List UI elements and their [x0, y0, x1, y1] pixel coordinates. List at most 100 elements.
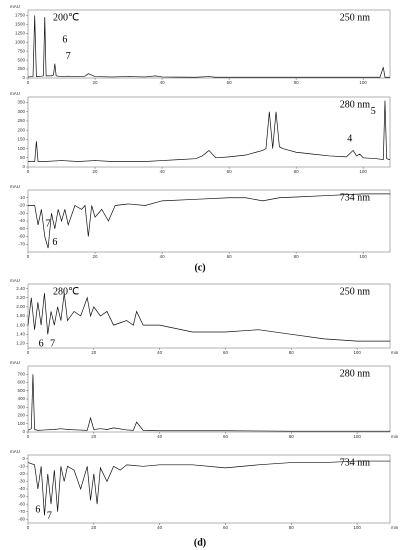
y-tick-label: 50 — [20, 155, 26, 160]
x-tick-label: 0 — [27, 350, 30, 355]
y-tick-label: 750 — [17, 48, 25, 53]
y-tick-label: -30 — [18, 210, 25, 215]
y-tick-label: 0 — [22, 429, 25, 434]
x-tick-label: 40 — [160, 254, 166, 259]
y-axis-label: mAU — [10, 91, 20, 96]
y-tick-label: -60 — [18, 234, 25, 239]
y-tick-label: -20 — [18, 471, 25, 476]
wavelength-label: 734 nm — [340, 457, 371, 468]
panel-label: (d) — [194, 537, 206, 548]
x-tick-label: 80 — [289, 434, 295, 439]
panel-label: (c) — [194, 262, 205, 273]
y-tick-label: 2.00 — [16, 304, 25, 309]
y-tick-label: 700 — [17, 371, 25, 376]
x-tick-label: 80 — [289, 525, 295, 530]
y-tick-label: -70 — [18, 241, 25, 246]
peak-label: 6 — [62, 35, 67, 46]
x-tick-label: 0 — [27, 169, 30, 174]
y-tick-label: 300 — [17, 109, 25, 114]
x-tick-label: 20 — [93, 254, 99, 259]
peak-label: 7 — [46, 218, 51, 229]
x-tick-label: 20 — [91, 525, 97, 530]
y-tick-label: 1.40 — [16, 331, 25, 336]
x-tick-label: 100 — [353, 350, 361, 355]
y-tick-label: 500 — [17, 57, 25, 62]
trace — [27, 293, 390, 342]
y-tick-label: -40 — [18, 218, 25, 223]
x-tick-label: 40 — [157, 350, 163, 355]
peak-label: 4 — [347, 134, 352, 145]
y-tick-label: 200 — [17, 127, 25, 132]
trace — [28, 193, 390, 249]
x-tick-label: 60 — [227, 80, 233, 85]
wavelength-label: 250 nm — [340, 286, 371, 297]
plot-frame — [27, 365, 391, 433]
y-tick-label: 0 — [22, 164, 25, 169]
y-tick-label: 150 — [17, 137, 25, 142]
y-tick-label: 250 — [17, 118, 25, 123]
x-tick-label: 20 — [93, 169, 99, 174]
x-tick-label: 100 — [359, 169, 367, 174]
y-tick-label: -50 — [18, 494, 25, 499]
x-tick-label: 60 — [223, 525, 229, 530]
y-tick-label: 2.20 — [16, 295, 25, 300]
y-axis-label: mAU — [10, 449, 20, 454]
peak-label: 5 — [371, 106, 376, 117]
y-tick-label: 1750 — [15, 13, 26, 18]
wavelength-label: 280 nm — [340, 99, 371, 110]
x-axis-label: min — [391, 434, 399, 439]
y-tick-label: -30 — [18, 479, 25, 484]
x-tick-label: 0 — [27, 525, 30, 530]
x-tick-label: 20 — [91, 434, 97, 439]
trace — [28, 100, 391, 162]
y-tick-label: -20 — [18, 203, 25, 208]
y-tick-label: 0 — [22, 456, 25, 461]
temperature-label: 200℃ — [53, 12, 79, 23]
y-tick-label: 250 — [17, 66, 25, 71]
y-tick-label: -40 — [18, 486, 25, 491]
x-tick-label: 20 — [93, 80, 99, 85]
x-tick-label: 40 — [160, 80, 166, 85]
y-axis-label: mAU — [10, 184, 20, 189]
x-tick-label: 80 — [294, 254, 300, 259]
y-tick-label: 200 — [17, 413, 25, 418]
x-axis-label: min — [391, 350, 399, 355]
y-tick-label: 100 — [17, 146, 25, 151]
y-axis-label: mAU — [10, 278, 20, 283]
trace — [27, 15, 390, 78]
wavelength-label: 280 nm — [340, 368, 371, 379]
y-tick-label: -10 — [18, 195, 25, 200]
trace — [27, 460, 390, 516]
x-axis-label: min — [391, 525, 399, 530]
peak-label: 7 — [66, 51, 71, 62]
y-tick-label: -60 — [18, 501, 25, 506]
plot-frame — [27, 283, 391, 349]
x-tick-label: 100 — [359, 254, 367, 259]
plot-frame — [27, 189, 391, 253]
y-tick-label: 1500 — [15, 22, 26, 27]
x-tick-label: 0 — [27, 254, 30, 259]
y-tick-label: 400 — [17, 396, 25, 401]
wavelength-label: 250 nm — [340, 12, 371, 23]
y-tick-label: 600 — [17, 380, 25, 385]
plot-frame — [27, 96, 391, 168]
y-tick-label: 1.20 — [16, 341, 25, 346]
x-tick-label: 80 — [289, 350, 295, 355]
y-tick-label: -80 — [18, 516, 25, 521]
x-tick-label: 0 — [27, 434, 30, 439]
peak-label: 6 — [52, 237, 57, 248]
wavelength-label: 734 nm — [340, 192, 371, 203]
y-tick-label: 300 — [17, 404, 25, 409]
x-tick-label: 60 — [223, 350, 229, 355]
peak-label: 6 — [35, 504, 40, 515]
y-tick-label: -10 — [18, 464, 25, 469]
trace — [27, 374, 390, 432]
peak-label: 6 — [39, 339, 44, 350]
x-tick-label: 60 — [227, 254, 233, 259]
x-tick-label: 40 — [157, 434, 163, 439]
y-tick-label: 1250 — [15, 30, 26, 35]
y-tick-label: 1.80 — [16, 313, 25, 318]
x-tick-label: 80 — [294, 169, 300, 174]
y-tick-label: 2.40 — [16, 286, 25, 291]
x-tick-label: 20 — [91, 350, 97, 355]
